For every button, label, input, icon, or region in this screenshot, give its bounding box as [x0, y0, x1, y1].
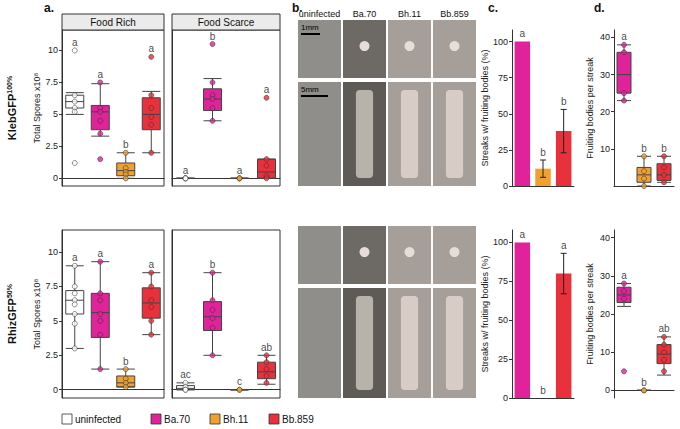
svg-text:b: b	[641, 377, 647, 388]
svg-text:20: 20	[600, 107, 610, 117]
svg-text:a: a	[520, 28, 526, 39]
svg-text:10: 10	[600, 347, 610, 357]
svg-text:b: b	[661, 143, 667, 154]
svg-text:b: b	[210, 259, 216, 270]
svg-text:Total Spores x10⁸: Total Spores x10⁸	[32, 72, 42, 143]
svg-text:b: b	[210, 31, 216, 42]
svg-text:a: a	[264, 84, 270, 95]
svg-text:a: a	[97, 69, 103, 80]
svg-text:a: a	[148, 259, 154, 270]
svg-text:Food Scarce: Food Scarce	[198, 17, 255, 28]
svg-text:100%: 100%	[6, 75, 13, 94]
svg-text:7.5: 7.5	[45, 77, 58, 87]
svg-text:ac: ac	[180, 369, 191, 380]
svg-text:25: 25	[498, 354, 508, 364]
svg-text:20: 20	[600, 309, 610, 319]
svg-text:a: a	[183, 165, 189, 176]
svg-text:0: 0	[503, 181, 508, 191]
svg-text:10: 10	[48, 247, 58, 257]
svg-text:40: 40	[600, 32, 610, 42]
svg-text:Total Spores x10⁸: Total Spores x10⁸	[32, 278, 42, 349]
svg-text:2.5: 2.5	[45, 141, 58, 151]
svg-text:50: 50	[498, 109, 508, 119]
svg-text:0: 0	[53, 385, 58, 395]
svg-text:uninfected: uninfected	[299, 9, 341, 19]
svg-text:a: a	[561, 240, 567, 251]
svg-text:Bb.859: Bb.859	[440, 9, 469, 19]
svg-text:Bb.859: Bb.859	[282, 414, 314, 425]
svg-text:a: a	[621, 270, 627, 281]
svg-text:2.5: 2.5	[45, 350, 58, 360]
svg-text:c: c	[237, 376, 242, 387]
svg-text:Ba.70: Ba.70	[164, 414, 191, 425]
svg-text:a: a	[72, 37, 78, 48]
svg-text:a: a	[97, 248, 103, 259]
svg-text:a: a	[237, 165, 243, 176]
svg-text:Fruiting bodies per streak: Fruiting bodies per streak	[585, 263, 595, 365]
svg-text:b: b	[123, 356, 129, 367]
svg-text:b: b	[641, 143, 647, 154]
svg-text:RhizGFP: RhizGFP	[6, 298, 18, 344]
svg-text:100: 100	[493, 37, 508, 47]
svg-text:b.: b.	[292, 1, 303, 15]
svg-text:a.: a.	[44, 1, 54, 15]
svg-text:ab: ab	[658, 323, 670, 334]
svg-text:Bh.11: Bh.11	[223, 414, 249, 425]
svg-text:Fruiting bodies per streak: Fruiting bodies per streak	[585, 57, 595, 159]
svg-text:0: 0	[53, 173, 58, 183]
svg-text:75: 75	[498, 73, 508, 83]
svg-text:b: b	[540, 147, 546, 158]
svg-text:uninfected: uninfected	[75, 414, 121, 425]
svg-text:5mm: 5mm	[301, 85, 319, 94]
svg-text:75: 75	[498, 276, 508, 286]
svg-text:50%: 50%	[6, 283, 13, 298]
svg-text:5: 5	[53, 109, 58, 119]
svg-text:25: 25	[498, 145, 508, 155]
svg-text:b: b	[540, 385, 546, 396]
svg-text:1mm: 1mm	[301, 23, 319, 32]
svg-text:30: 30	[600, 70, 610, 80]
svg-text:0: 0	[605, 385, 610, 395]
svg-text:40: 40	[600, 233, 610, 243]
svg-text:Ba.70: Ba.70	[353, 9, 377, 19]
svg-text:10: 10	[600, 144, 610, 154]
svg-text:Food Rich: Food Rich	[90, 17, 136, 28]
svg-text:100: 100	[493, 237, 508, 247]
svg-text:b: b	[561, 96, 567, 107]
svg-text:5: 5	[53, 316, 58, 326]
svg-text:a: a	[72, 252, 78, 263]
svg-text:7.5: 7.5	[45, 281, 58, 291]
svg-text:KlebGFP: KlebGFP	[6, 94, 18, 140]
svg-text:30: 30	[600, 271, 610, 281]
svg-text:Streaks w/ fruiting bodies (%): Streaks w/ fruiting bodies (%)	[480, 49, 490, 166]
svg-text:10: 10	[48, 45, 58, 55]
svg-text:a: a	[148, 43, 154, 54]
svg-text:0: 0	[503, 393, 508, 403]
svg-text:b: b	[123, 139, 129, 150]
svg-text:50: 50	[498, 315, 508, 325]
svg-text:a: a	[621, 31, 627, 42]
svg-text:Streaks w/ fruiting bodies (%): Streaks w/ fruiting bodies (%)	[480, 255, 490, 372]
svg-text:d.: d.	[594, 1, 605, 15]
svg-text:a: a	[520, 229, 526, 240]
svg-text:Bh.11: Bh.11	[398, 9, 421, 19]
svg-text:ab: ab	[261, 342, 273, 353]
svg-text:c.: c.	[488, 1, 498, 15]
